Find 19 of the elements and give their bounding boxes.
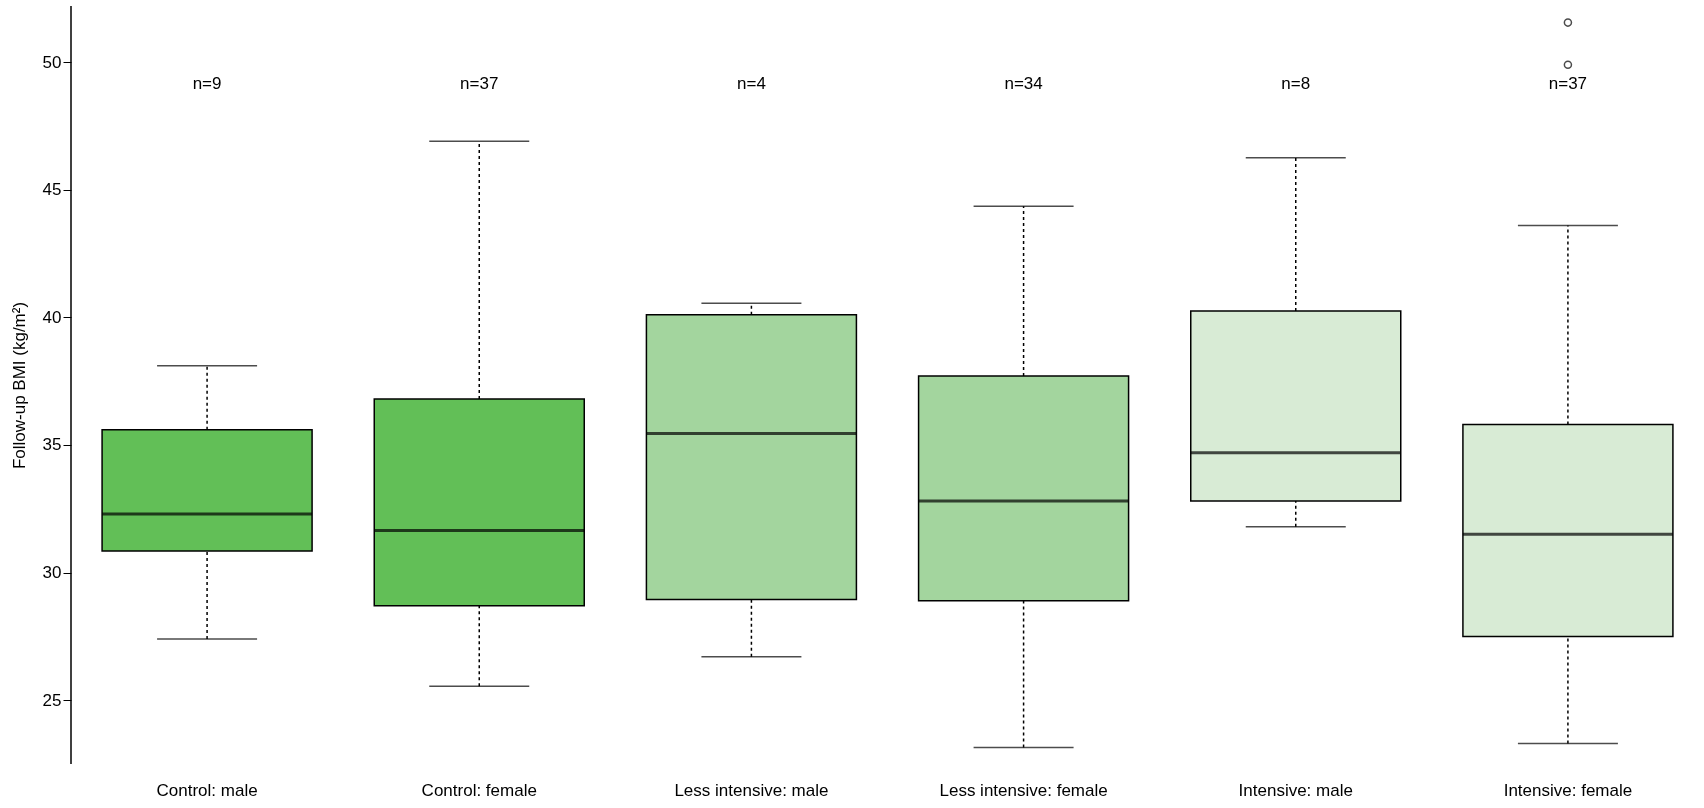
annotation: n=37 bbox=[460, 74, 499, 93]
x-tick-label: Control: male bbox=[156, 780, 258, 800]
x-tick-label: Intensive: male bbox=[1238, 780, 1353, 800]
annotation: n=8 bbox=[1281, 74, 1311, 93]
annotation: n=34 bbox=[1004, 74, 1043, 93]
x-tick-label: Intensive: female bbox=[1503, 780, 1633, 800]
y-tick-label: 40 bbox=[42, 307, 62, 327]
annotation: n=9 bbox=[192, 74, 222, 93]
y-axis-title: Follow-up BMI (kg/m²) bbox=[9, 301, 29, 470]
x-tick-label: Control: female bbox=[421, 780, 537, 800]
x-tick-label: Less intensive: male bbox=[674, 780, 829, 800]
annotation: n=37 bbox=[1548, 74, 1588, 93]
y-tick-label: 35 bbox=[42, 435, 62, 455]
y-tick-label: 30 bbox=[42, 563, 62, 583]
annotation: n=4 bbox=[736, 74, 766, 93]
y-tick-label: 25 bbox=[42, 690, 62, 710]
x-tick-label: Less intensive: female bbox=[939, 780, 1108, 800]
y-tick-label: 45 bbox=[42, 180, 62, 200]
y-tick-label: 50 bbox=[42, 52, 62, 72]
